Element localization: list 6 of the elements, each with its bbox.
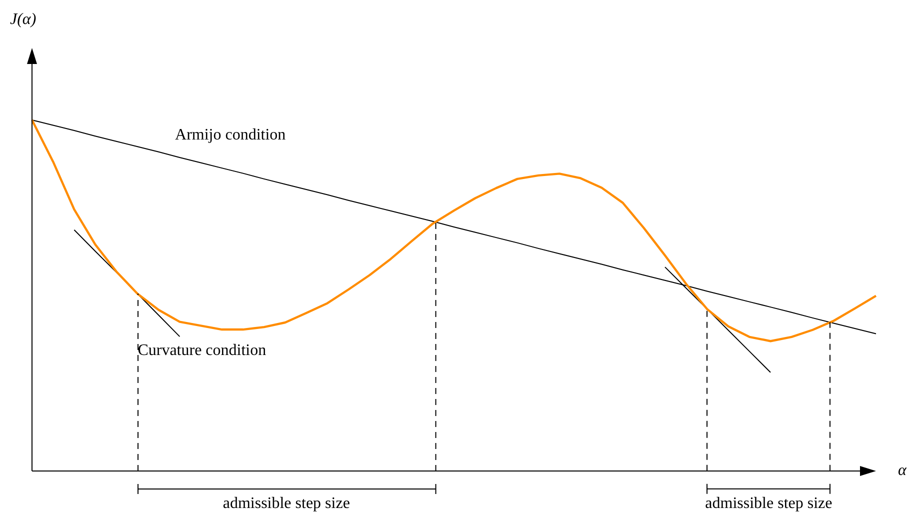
x-axis-title: α [898,462,907,480]
text: admissible step size [222,495,350,512]
series-label: Armijo condition [175,126,286,144]
text: admissible step size [705,495,832,512]
series-label: Curvature condition [138,342,266,359]
text: J(α) [10,11,36,28]
